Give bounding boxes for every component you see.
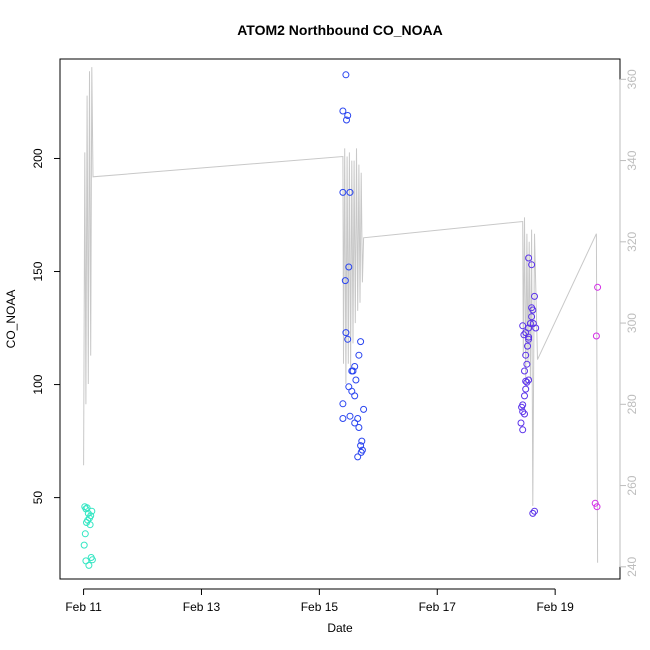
data-point (531, 292, 538, 300)
data-point (354, 453, 362, 461)
data-point (521, 367, 528, 375)
data-point (594, 283, 602, 291)
data-point (88, 556, 96, 564)
y-axis-label: CO_NOAA (4, 290, 18, 349)
data-point (355, 351, 363, 359)
y-tick-label: 150 (31, 261, 45, 281)
y2-tick-label: 300 (625, 313, 639, 333)
data-point (81, 530, 89, 538)
y-axis: 50 100 150 200 (31, 148, 61, 505)
data-point (342, 329, 350, 337)
data-point (80, 541, 88, 549)
data-point (357, 448, 365, 456)
data-point (86, 521, 94, 529)
series-line (83, 67, 599, 563)
data-point (524, 342, 531, 350)
data-point (520, 331, 528, 339)
data-point (344, 335, 352, 343)
data-point (518, 403, 526, 411)
data-point (346, 188, 354, 196)
data-point (351, 419, 359, 427)
data-point (593, 503, 601, 511)
y-tick-label: 50 (31, 491, 45, 505)
data-point (591, 499, 599, 507)
data-point (519, 408, 527, 416)
data-point (343, 116, 350, 124)
data-point (522, 385, 530, 393)
data-point (339, 400, 347, 408)
y2-tick-label: 360 (625, 69, 639, 89)
data-point (531, 507, 538, 515)
x-tick-label: Feb 19 (536, 600, 574, 614)
y2-tick-label: 260 (625, 475, 639, 495)
x-tick-label: Feb 15 (301, 600, 339, 614)
data-point (528, 261, 536, 269)
x-tick-label: Feb 13 (183, 600, 221, 614)
data-point (521, 410, 528, 418)
data-point (523, 378, 531, 386)
data-point (339, 415, 347, 422)
chart-title: ATOM2 Northbound CO_NOAA (237, 22, 443, 38)
y-tick-label: 200 (31, 148, 45, 168)
data-point (357, 338, 365, 346)
data-point (351, 392, 359, 400)
data-point (532, 324, 540, 332)
data-point (344, 112, 352, 119)
y2-tick-label: 280 (625, 394, 639, 414)
x-tick-label: Feb 17 (419, 600, 457, 614)
data-point (352, 376, 360, 384)
data-point (592, 332, 600, 340)
y2-tick-label: 340 (625, 150, 639, 170)
data-point (85, 561, 93, 569)
y-tick-label: 100 (31, 374, 45, 394)
data-point (339, 188, 347, 196)
plot-frame (59, 58, 621, 580)
x-axis: Feb 11 Feb 13 Feb 15 Feb 17 Feb 19 (65, 588, 574, 614)
data-point (355, 424, 363, 431)
data-point (339, 107, 347, 115)
data-point (349, 367, 357, 375)
data-point (517, 419, 525, 427)
y2-axis: 240 260 280 300 320 340 360 (619, 69, 639, 577)
data-point (529, 306, 537, 314)
data-point (521, 392, 528, 400)
data-point (84, 509, 92, 517)
data-point (526, 320, 534, 327)
data-point (525, 254, 533, 262)
data-point (360, 405, 368, 413)
data-point (88, 507, 96, 515)
data-point (522, 351, 530, 359)
x-tick-label: Feb 11 (65, 600, 102, 614)
data-point (529, 509, 537, 517)
y2-tick-label: 320 (625, 231, 639, 251)
data-point (358, 437, 366, 445)
data-point (522, 377, 530, 385)
data-point (523, 360, 531, 368)
data-point (519, 322, 527, 330)
data-point (341, 277, 349, 285)
data-point (525, 335, 533, 343)
data-point (346, 412, 354, 420)
data-point (345, 263, 353, 271)
line-layer (83, 67, 599, 563)
data-point (528, 313, 536, 321)
x-axis-label: Date (327, 621, 353, 635)
data-point (519, 426, 527, 434)
data-point (342, 71, 350, 79)
data-point (357, 442, 365, 450)
points-layer (80, 71, 602, 569)
y2-tick-label: 240 (625, 556, 639, 576)
